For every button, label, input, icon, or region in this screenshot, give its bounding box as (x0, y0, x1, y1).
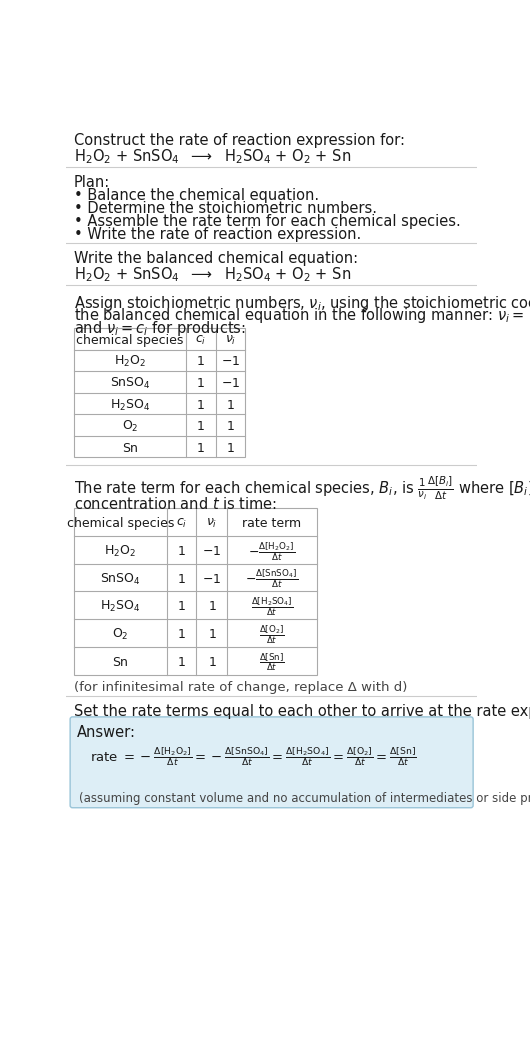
Text: (assuming constant volume and no accumulation of intermediates or side products): (assuming constant volume and no accumul… (78, 792, 530, 804)
Text: 1: 1 (178, 545, 186, 558)
Text: $\mathregular{H_2O_2}$ + $\mathregular{SnSO_4}$  $\longrightarrow$  $\mathregula: $\mathregular{H_2O_2}$ + $\mathregular{S… (74, 265, 351, 283)
Text: $\mathregular{O_2}$: $\mathregular{O_2}$ (112, 627, 129, 642)
Text: $\mathregular{H_2O_2}$: $\mathregular{H_2O_2}$ (104, 544, 137, 559)
Text: $\mathregular{Sn}$: $\mathregular{Sn}$ (112, 656, 129, 668)
Text: $\frac{\Delta[\mathregular{Sn}]}{\Delta t}$: $\frac{\Delta[\mathregular{Sn}]}{\Delta … (259, 652, 285, 674)
Text: 1: 1 (178, 572, 186, 586)
Text: $\mathregular{O_2}$: $\mathregular{O_2}$ (122, 419, 138, 434)
Text: $\mathregular{H_2SO_4}$: $\mathregular{H_2SO_4}$ (110, 397, 151, 412)
Text: $\mathregular{H_2SO_4}$: $\mathregular{H_2SO_4}$ (100, 599, 140, 614)
Text: the balanced chemical equation in the following manner: $\nu_i = -c_i$ for react: the balanced chemical equation in the fo… (74, 306, 530, 325)
Text: $-1$: $-1$ (221, 377, 240, 390)
Text: $\frac{\Delta[\mathregular{H_2SO_4}]}{\Delta t}$: $\frac{\Delta[\mathregular{H_2SO_4}]}{\D… (251, 595, 293, 618)
Text: • Write the rate of reaction expression.: • Write the rate of reaction expression. (74, 227, 361, 243)
Text: Set the rate terms equal to each other to arrive at the rate expression:: Set the rate terms equal to each other t… (74, 704, 530, 719)
Text: • Determine the stoichiometric numbers.: • Determine the stoichiometric numbers. (74, 201, 377, 215)
Text: Construct the rate of reaction expression for:: Construct the rate of reaction expressio… (74, 133, 405, 149)
Text: $c_i$: $c_i$ (196, 334, 207, 347)
Text: • Assemble the rate term for each chemical species.: • Assemble the rate term for each chemic… (74, 214, 461, 229)
Text: $1$: $1$ (208, 656, 216, 668)
Text: $-1$: $-1$ (202, 572, 222, 586)
Text: 1: 1 (178, 628, 186, 641)
Bar (74, 328, 245, 457)
Text: Answer:: Answer: (77, 725, 136, 741)
Text: 1: 1 (178, 600, 186, 613)
Text: rate $= -\frac{\Delta[\mathregular{H_2O_2}]}{\Delta t} = -\frac{\Delta[\mathregu: rate $= -\frac{\Delta[\mathregular{H_2O_… (90, 745, 416, 768)
Text: $\nu_i$: $\nu_i$ (206, 517, 218, 530)
Text: $1$: $1$ (208, 600, 216, 613)
Text: 1: 1 (197, 441, 205, 455)
Text: The rate term for each chemical species, $B_i$, is $\frac{1}{\nu_i}\frac{\Delta[: The rate term for each chemical species,… (74, 474, 530, 502)
Text: chemical species: chemical species (76, 334, 184, 347)
Text: $\mathregular{SnSO_4}$: $\mathregular{SnSO_4}$ (100, 571, 141, 587)
Text: $-1$: $-1$ (202, 545, 222, 558)
Text: $c_i$: $c_i$ (176, 517, 188, 530)
Text: $\mathregular{SnSO_4}$: $\mathregular{SnSO_4}$ (110, 376, 151, 391)
Text: Assign stoichiometric numbers, $\nu_i$, using the stoichiometric coefficients, $: Assign stoichiometric numbers, $\nu_i$, … (74, 294, 530, 313)
Text: 1: 1 (197, 420, 205, 433)
Text: $\nu_i$: $\nu_i$ (225, 334, 236, 347)
Text: 1: 1 (197, 377, 205, 390)
Text: $1$: $1$ (226, 399, 235, 411)
Text: $1$: $1$ (226, 420, 235, 433)
Text: • Balance the chemical equation.: • Balance the chemical equation. (74, 188, 319, 203)
Text: Write the balanced chemical equation:: Write the balanced chemical equation: (74, 251, 358, 266)
Text: 1: 1 (197, 399, 205, 411)
Text: $-1$: $-1$ (221, 356, 240, 368)
Text: 1: 1 (178, 656, 186, 668)
Text: $1$: $1$ (226, 441, 235, 455)
Text: (for infinitesimal rate of change, replace Δ with d): (for infinitesimal rate of change, repla… (74, 681, 408, 693)
Bar (74, 508, 316, 675)
Text: Plan:: Plan: (74, 175, 110, 189)
Text: concentration and $t$ is time:: concentration and $t$ is time: (74, 496, 277, 511)
Text: $\mathregular{H_2O_2}$: $\mathregular{H_2O_2}$ (114, 355, 146, 369)
FancyBboxPatch shape (70, 717, 473, 808)
Text: $\mathregular{H_2O_2}$ + $\mathregular{SnSO_4}$  $\longrightarrow$  $\mathregula: $\mathregular{H_2O_2}$ + $\mathregular{S… (74, 147, 351, 165)
Text: $1$: $1$ (208, 628, 216, 641)
Text: $\mathregular{Sn}$: $\mathregular{Sn}$ (122, 441, 138, 455)
Text: $-\frac{\Delta[\mathregular{SnSO_4}]}{\Delta t}$: $-\frac{\Delta[\mathregular{SnSO_4}]}{\D… (245, 568, 298, 590)
Text: and $\nu_i = c_i$ for products:: and $\nu_i = c_i$ for products: (74, 319, 246, 338)
Text: $\frac{\Delta[\mathregular{O_2}]}{\Delta t}$: $\frac{\Delta[\mathregular{O_2}]}{\Delta… (259, 623, 285, 645)
Text: rate term: rate term (242, 517, 302, 530)
Text: chemical species: chemical species (67, 517, 174, 530)
Text: $-\frac{\Delta[\mathregular{H_2O_2}]}{\Delta t}$: $-\frac{\Delta[\mathregular{H_2O_2}]}{\D… (249, 540, 296, 563)
Text: 1: 1 (197, 356, 205, 368)
